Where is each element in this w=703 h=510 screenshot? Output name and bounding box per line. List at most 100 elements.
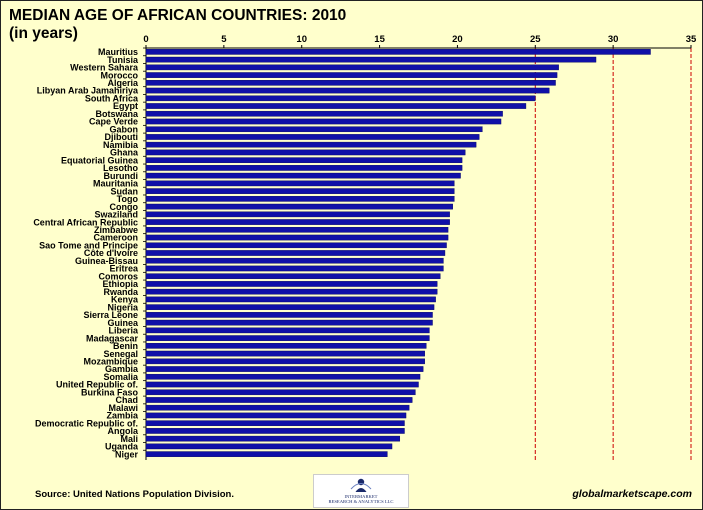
category-label: Nigeria	[107, 302, 139, 312]
x-tick-label: 5	[221, 34, 227, 45]
category-label: Senegal	[103, 349, 138, 359]
category-label: Gambia	[105, 364, 139, 374]
category-label: Libyan Arab Jamahiriya	[37, 86, 139, 96]
category-label: Democratic Republic of.	[35, 418, 138, 428]
bar	[145, 265, 444, 272]
bar	[145, 312, 433, 318]
category-label: Eritrea	[109, 264, 139, 274]
bar	[145, 304, 435, 310]
bar	[145, 103, 527, 109]
logo-text: INTERMARKET RESEARCH & ANALYTICS LLC	[328, 494, 394, 504]
bar	[145, 428, 405, 434]
bar	[145, 404, 410, 411]
category-label: Mauritius	[98, 47, 138, 57]
category-label: Somalia	[103, 372, 139, 382]
bar	[145, 389, 416, 396]
x-tick-label: 25	[530, 34, 541, 45]
x-tick-label: 10	[296, 34, 307, 45]
bar	[145, 381, 419, 388]
website-label: globalmarketscape.com	[572, 488, 692, 500]
bar	[145, 358, 425, 365]
bar	[145, 327, 430, 334]
category-label: Guinea-Bissau	[75, 256, 138, 266]
bar	[145, 451, 388, 457]
x-tick-label: 15	[374, 34, 385, 45]
bar	[145, 257, 444, 264]
bar	[145, 211, 450, 218]
category-label: Djibouti	[105, 132, 139, 142]
category-label: Gabon	[110, 124, 139, 134]
bar	[145, 296, 436, 303]
bar	[145, 188, 455, 194]
bar	[145, 64, 559, 71]
category-label: Burundi	[104, 171, 139, 181]
category-label: Guinea	[107, 318, 139, 328]
bar	[145, 118, 502, 125]
bar	[145, 397, 413, 403]
bar	[145, 180, 455, 187]
category-label: Tunisia	[107, 55, 139, 65]
bar	[145, 110, 503, 117]
bar	[145, 420, 405, 426]
bar	[145, 226, 449, 233]
category-label: Congo	[110, 202, 139, 212]
category-label: Côte d'Ivoire	[84, 248, 138, 258]
category-label: Angola	[108, 426, 139, 436]
category-label: Chad	[116, 395, 139, 405]
bar	[145, 172, 461, 179]
x-tick-label: 35	[686, 34, 697, 45]
category-label: Mauritania	[93, 179, 139, 189]
category-label: Madagascar	[86, 333, 139, 343]
logo-emblem-icon	[350, 478, 372, 492]
bar	[145, 281, 438, 287]
category-label: Egypt	[113, 101, 138, 111]
bar	[145, 288, 438, 295]
category-label: Liberia	[108, 326, 139, 336]
company-logo: INTERMARKET RESEARCH & ANALYTICS LLC	[313, 474, 409, 508]
bar	[145, 196, 455, 202]
category-label: Western Sahara	[70, 63, 139, 73]
bar	[145, 234, 449, 241]
bar	[145, 72, 558, 78]
category-label: Mali	[120, 434, 138, 444]
bar	[145, 219, 450, 225]
bar	[145, 165, 463, 171]
category-label: Ghana	[110, 148, 139, 158]
category-label: Namibia	[103, 140, 139, 150]
bar	[145, 134, 480, 140]
bar	[145, 250, 446, 256]
bar	[145, 335, 430, 341]
source-note: Source: United Nations Population Divisi…	[35, 489, 234, 500]
bar	[145, 149, 466, 156]
bar	[145, 56, 597, 63]
chart-title: MEDIAN AGE OF AFRICAN COUNTRIES: 2010 (i…	[9, 7, 347, 42]
bar	[145, 49, 651, 55]
bar	[145, 273, 441, 280]
bar	[145, 412, 407, 419]
category-label: Algeria	[107, 78, 139, 88]
x-tick-label: 0	[143, 34, 148, 45]
category-label: Morocco	[100, 70, 138, 80]
category-label: Zimbabwe	[94, 225, 138, 235]
x-tick-label: 20	[452, 34, 463, 45]
category-label: Burkina Faso	[81, 387, 139, 397]
category-label: United Republic of.	[56, 380, 138, 390]
bar	[145, 350, 425, 357]
category-label: Uganda	[105, 442, 139, 452]
category-label: Benin	[113, 341, 138, 351]
category-label: Central African Republic	[33, 217, 138, 227]
bar	[145, 203, 453, 210]
category-label: Cape Verde	[89, 117, 138, 127]
bar	[145, 80, 556, 86]
category-label: Lesotho	[103, 163, 139, 173]
bar	[145, 319, 433, 326]
bar	[145, 87, 550, 94]
bar	[145, 343, 427, 349]
bar	[145, 242, 447, 249]
category-label: Niger	[115, 449, 139, 459]
category-label: Sierra Leone	[83, 310, 138, 320]
bar	[145, 95, 536, 102]
bar	[145, 157, 463, 163]
